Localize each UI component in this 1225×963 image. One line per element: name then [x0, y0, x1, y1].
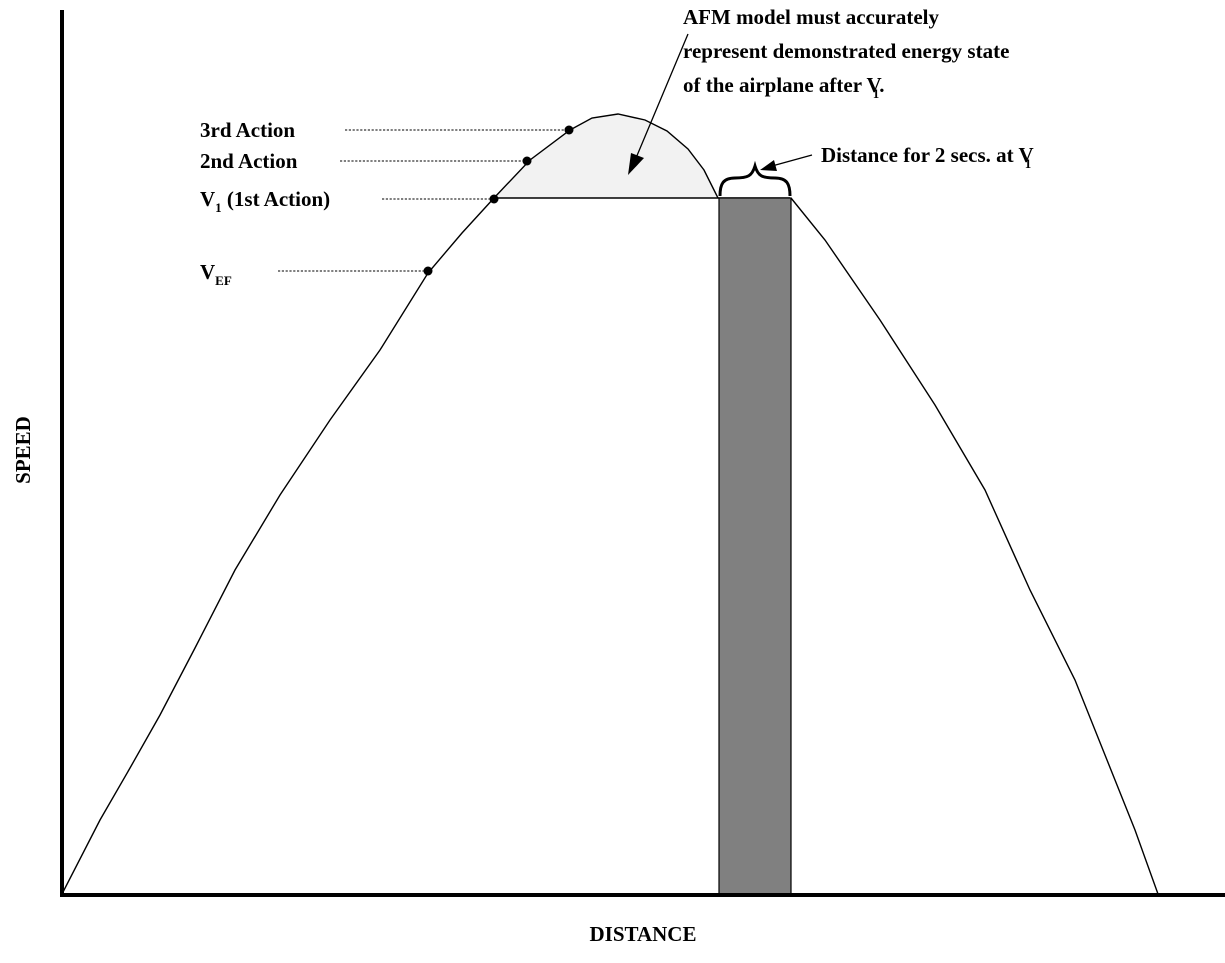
second-action-label: 2nd Action	[200, 149, 298, 173]
afm-callout-line-1: AFM model must accurately	[683, 5, 940, 29]
two-second-brace	[718, 160, 792, 197]
x-axis-label: DISTANCE	[590, 922, 697, 946]
two-second-arrowhead	[760, 160, 777, 171]
y-axis-label: SPEED	[11, 416, 35, 484]
vef-label: VEF	[200, 260, 232, 288]
third-action-label: 3rd Action	[200, 118, 295, 142]
afm-callout-line-3: of the airplane after V1.	[683, 73, 884, 101]
vef-main: V	[200, 260, 215, 284]
v1-marker	[489, 194, 499, 204]
two-second-arrow-shaft	[771, 154, 813, 167]
second-action-marker	[522, 156, 532, 166]
afm-line3-end: .	[879, 73, 884, 97]
two-second-distance-bar	[718, 197, 792, 896]
afm-callout-arrowhead	[628, 153, 644, 175]
acceleration-curve	[61, 113, 719, 895]
vef-subscript: EF	[215, 273, 232, 288]
v1-subscript: 1	[215, 200, 222, 215]
afm-callout-line-2: represent demonstrated energy state	[683, 39, 1009, 63]
afm-line3-main: of the airplane after V	[683, 73, 882, 97]
deceleration-curve	[790, 197, 1159, 895]
v1-main: V	[200, 187, 215, 211]
two-second-main: Distance for 2 secs. at V	[821, 143, 1034, 167]
vef-marker	[423, 266, 433, 276]
v1-first-action-label: V1 (1st Action)	[200, 187, 330, 215]
v1-rest: (1st Action)	[222, 187, 331, 211]
afm-energy-region	[494, 114, 718, 198]
afm-callout-arrow-shaft	[635, 33, 689, 159]
third-action-marker	[564, 125, 574, 135]
afm-line3-subscript: 1	[873, 86, 880, 101]
two-second-callout-label: Distance for 2 secs. at V1	[821, 143, 1034, 171]
two-second-subscript: 1	[1025, 156, 1032, 171]
